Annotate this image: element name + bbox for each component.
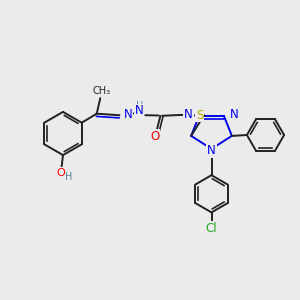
Text: H: H: [136, 100, 143, 111]
Text: O: O: [56, 168, 65, 178]
Text: N: N: [207, 144, 216, 157]
Text: N: N: [230, 108, 239, 122]
Text: N: N: [135, 104, 144, 118]
Text: N: N: [123, 108, 132, 121]
Text: N: N: [184, 108, 193, 122]
Text: CH₃: CH₃: [93, 86, 111, 97]
Text: O: O: [150, 130, 160, 143]
Text: S: S: [196, 109, 203, 122]
Text: Cl: Cl: [206, 221, 217, 235]
Text: H: H: [65, 172, 73, 182]
